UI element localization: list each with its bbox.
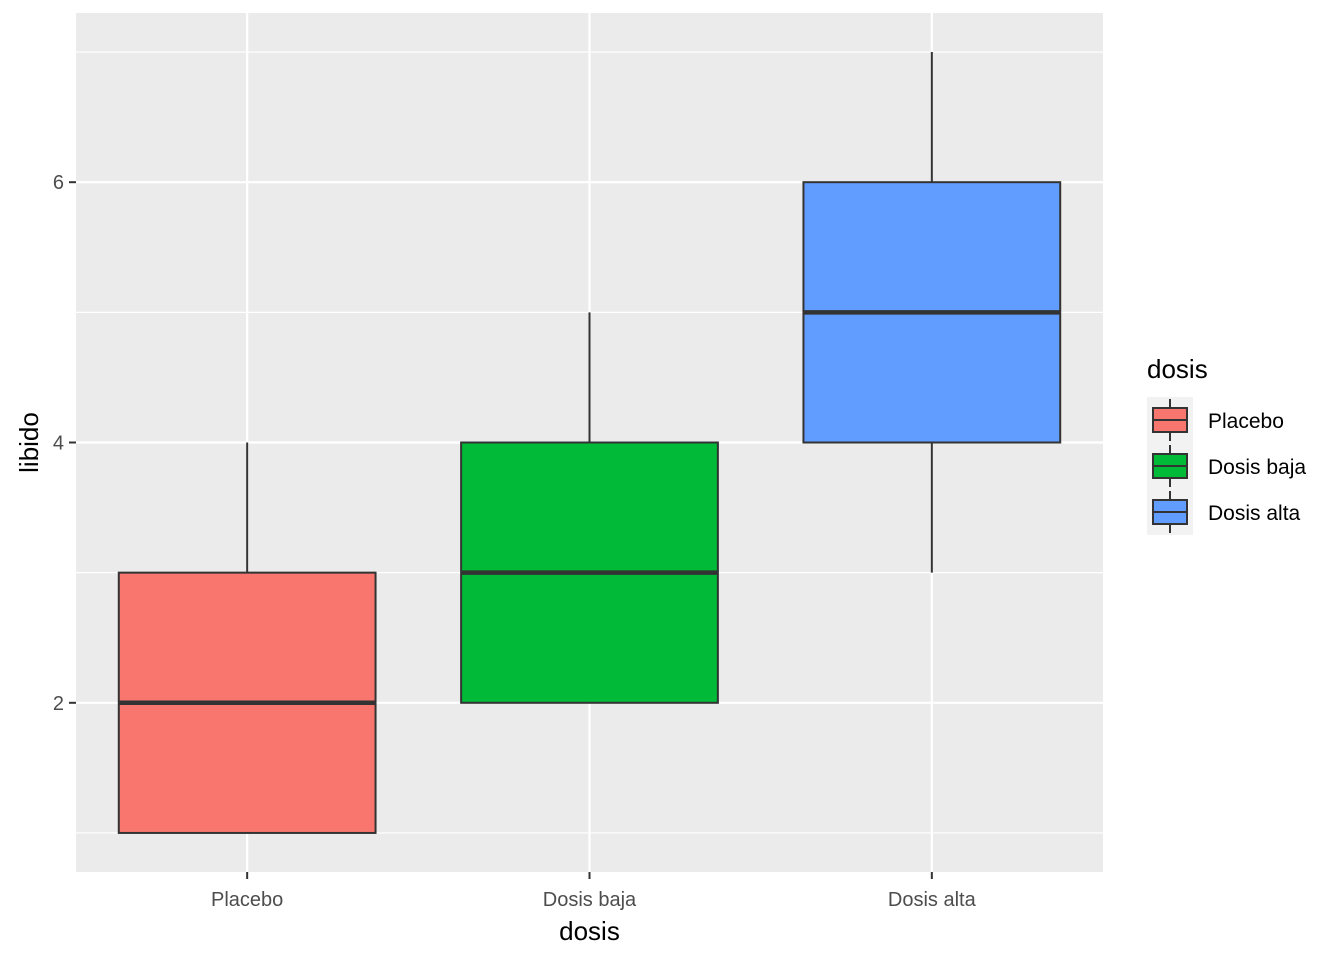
legend-item: Dosis baja <box>1152 445 1306 487</box>
y-axis-title: libido <box>14 412 44 473</box>
y-tick-label: 4 <box>53 433 64 455</box>
legend-title: dosis <box>1147 354 1208 384</box>
y-tick-label: 6 <box>53 172 64 194</box>
legend-label: Dosis alta <box>1208 502 1301 525</box>
x-tick-label: Dosis baja <box>543 889 637 911</box>
box-dosis-alta <box>802 52 1062 573</box>
legend-item: Placebo <box>1152 399 1284 441</box>
x-axis-title: dosis <box>559 916 620 946</box>
x-tick-label: Dosis alta <box>888 889 977 911</box>
legend: dosis Placebo Dosis baja Dosis alta <box>1147 354 1306 535</box>
box-placebo <box>117 442 377 834</box>
box-dosis-baja <box>460 312 719 704</box>
axis-ticks: 2 4 6 Placebo Dosis baja Dosis alta <box>53 172 977 911</box>
boxes <box>117 52 1062 834</box>
y-tick-label: 2 <box>53 693 64 715</box>
legend-item: Dosis alta <box>1152 491 1301 533</box>
x-tick-label: Placebo <box>211 889 283 911</box>
legend-label: Dosis baja <box>1208 456 1306 479</box>
legend-label: Placebo <box>1208 410 1284 433</box>
